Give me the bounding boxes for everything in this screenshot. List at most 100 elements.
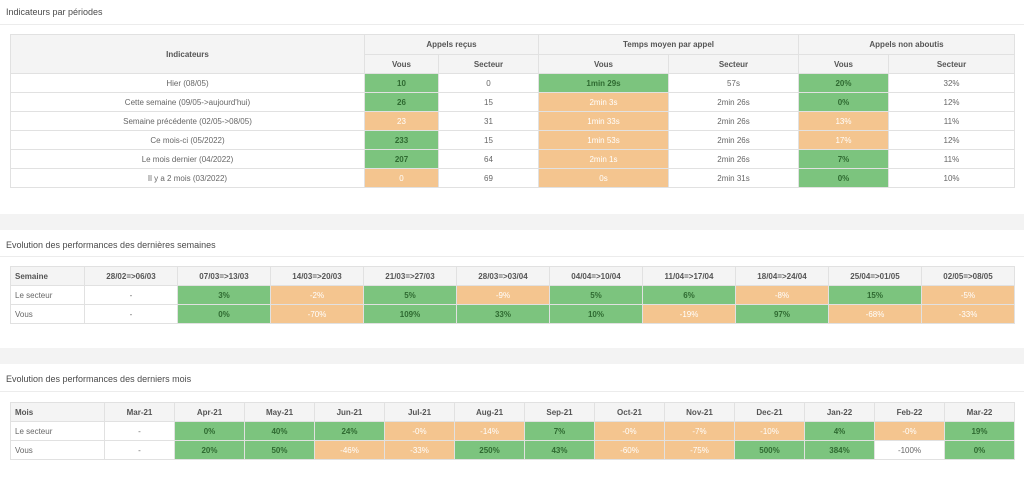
months-value-cell: -100% [874,440,945,460]
months-row: Vous -20% 50% -46% -33% 250% 43% -60% -75% 500% 38… [10,440,1015,460]
months-column-header: Mar-22 [944,402,1015,422]
header-secteur: Secteur [438,54,539,74]
weeks-title: Evolution des performances des dernières… [6,240,216,250]
period-row: Le mois dernier (04/2022) 207 64 2min 1s 2mi… [10,149,1016,169]
months-value-cell: 0% [174,421,245,441]
non-aboutis-secteur-cell: 11% [887,111,1016,131]
months-value-cell: -46% [314,440,385,460]
weeks-column-header: 28/02=>06/03 [84,266,178,286]
non-aboutis-vous-cell: 17% [798,130,889,150]
weeks-row: Le secteur -3% -2% 5% -9% 5% 6% -8% 15% -5% [10,285,1015,305]
non-aboutis-secteur-cell: 10% [887,168,1016,188]
months-column-header: Oct-21 [594,402,665,422]
non-aboutis-secteur-cell: 12% [887,130,1016,150]
header-non-aboutis: Appels non aboutis [797,34,1016,55]
months-value-cell: 40% [244,421,315,441]
months-title: Evolution des performances des derniers … [6,374,192,384]
weeks-row-label: Vous [10,304,85,324]
months-column-header: Apr-21 [174,402,245,422]
weeks-column-header: 14/03=>20/03 [270,266,364,286]
weeks-column-header: 07/03=>13/03 [177,266,271,286]
months-column-header: Sep-21 [524,402,595,422]
weeks-value-cell: 97% [735,304,829,324]
temps-vous-cell: 1min 29s [538,73,669,93]
weeks-value-cell: -5% [921,285,1015,305]
months-column-header: Dec-21 [734,402,805,422]
months-value-cell: 24% [314,421,385,441]
temps-vous-cell: 2min 1s [538,149,669,169]
months-value-cell: - [104,440,175,460]
months-corner-header: Mois [10,402,105,422]
appels-vous-cell: 26 [364,92,439,112]
period-label: Ce mois-ci (05/2022) [10,130,365,150]
period-label: Hier (08/05) [10,73,365,93]
weeks-value-cell: 0% [177,304,271,324]
non-aboutis-vous-cell: 0% [798,168,889,188]
header-secteur: Secteur [668,54,799,74]
temps-vous-cell: 1min 53s [538,130,669,150]
divider [0,256,1024,257]
divider [0,24,1024,25]
weeks-table: Semaine 28/02=>06/03 07/03=>13/03 14/03=>20… [10,266,1015,324]
months-value-cell: 4% [804,421,875,441]
months-value-cell: 19% [944,421,1015,441]
section-separator [0,214,1024,230]
months-value-cell: -60% [594,440,665,460]
temps-vous-cell: 0s [538,168,669,188]
period-label: Cette semaine (09/05->aujourd'hui) [10,92,365,112]
weeks-value-cell: -2% [270,285,364,305]
months-value-cell: -10% [734,421,805,441]
weeks-value-cell: - [84,285,178,305]
weeks-value-cell: 10% [549,304,643,324]
temps-vous-cell: 1min 33s [538,111,669,131]
appels-secteur-cell: 64 [438,149,539,169]
appels-secteur-cell: 69 [438,168,539,188]
temps-secteur-cell: 2min 26s [668,149,799,169]
header-temps: Temps moyen par appel [538,34,799,55]
months-value-cell: 0% [944,440,1015,460]
non-aboutis-secteur-cell: 12% [887,92,1016,112]
period-row: Cette semaine (09/05->aujourd'hui) 26 15 2m… [10,92,1016,112]
months-value-cell: -0% [594,421,665,441]
periods-title: Indicateurs par périodes [6,7,103,17]
weeks-value-cell: - [84,304,178,324]
period-row: Ce mois-ci (05/2022) 233 15 1min 53s 2min 26… [10,130,1016,150]
header-vous: Vous [364,54,439,74]
temps-secteur-cell: 2min 26s [668,92,799,112]
weeks-column-header: 25/04=>01/05 [828,266,922,286]
period-row: Il y a 2 mois (03/2022) 0 69 0s 2min 31s 0% 10… [10,168,1016,188]
weeks-value-cell: -68% [828,304,922,324]
temps-secteur-cell: 2min 26s [668,130,799,150]
period-label: Le mois dernier (04/2022) [10,149,365,169]
months-column-header: Jan-22 [804,402,875,422]
periods-table: Indicateurs Appels reçus Temps moyen par… [10,34,1016,188]
months-row-label: Vous [10,440,105,460]
non-aboutis-vous-cell: 0% [798,92,889,112]
divider [0,391,1024,392]
months-column-header: Aug-21 [454,402,525,422]
weeks-column-header: 11/04=>17/04 [642,266,736,286]
months-value-cell: -7% [664,421,735,441]
weeks-value-cell: -33% [921,304,1015,324]
appels-vous-cell: 233 [364,130,439,150]
months-value-cell: 500% [734,440,805,460]
months-table: Mois Mar-21 Apr-21 May-21 Jun-21 Jul-21 Aug-21… [10,402,1015,460]
weeks-value-cell: 33% [456,304,550,324]
weeks-value-cell: 6% [642,285,736,305]
weeks-value-cell: 5% [549,285,643,305]
months-value-cell: -33% [384,440,455,460]
non-aboutis-secteur-cell: 32% [887,73,1016,93]
temps-vous-cell: 2min 3s [538,92,669,112]
weeks-value-cell: 5% [363,285,457,305]
appels-secteur-cell: 31 [438,111,539,131]
months-value-cell: 43% [524,440,595,460]
weeks-column-header: 21/03=>27/03 [363,266,457,286]
header-vous: Vous [798,54,889,74]
months-value-cell: 20% [174,440,245,460]
weeks-column-header: 18/04=>24/04 [735,266,829,286]
weeks-column-header: 02/05=>08/05 [921,266,1015,286]
weeks-column-header: 28/03=>03/04 [456,266,550,286]
months-column-header: Nov-21 [664,402,735,422]
appels-vous-cell: 207 [364,149,439,169]
months-value-cell: -0% [874,421,945,441]
